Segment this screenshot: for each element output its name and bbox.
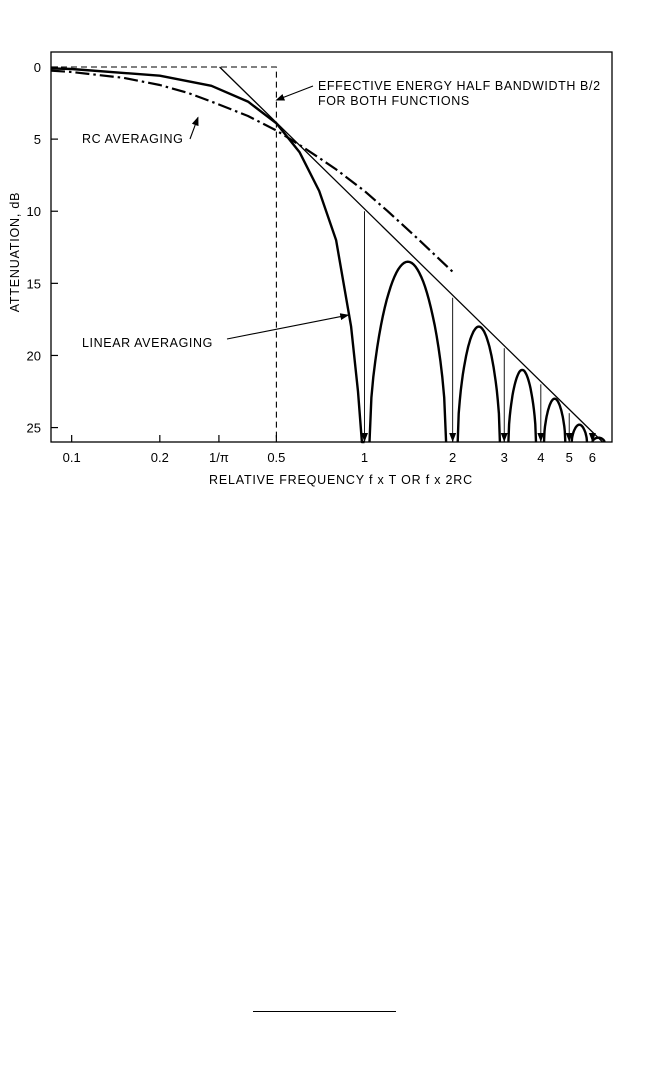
annotation-text: FOR BOTH FUNCTIONS xyxy=(318,94,470,108)
sidelobe-curve xyxy=(456,325,502,443)
annotation-text: LINEAR AVERAGING xyxy=(82,336,213,350)
x-tick-label: 5 xyxy=(566,450,573,465)
footnote-separator xyxy=(253,1011,396,1012)
plot-frame xyxy=(50,51,613,443)
sidelobe-curve xyxy=(507,368,538,443)
x-tick-label: 4 xyxy=(537,450,544,465)
effective-bandwidth-line xyxy=(51,66,277,442)
annotation-leader-arrow xyxy=(189,116,199,140)
x-tick-label: 1/π xyxy=(209,450,229,465)
annotation-leader-arrow xyxy=(226,313,350,340)
y-tick-label: 20 xyxy=(27,348,41,363)
x-tick-label: 0.5 xyxy=(267,450,285,465)
x-tick-label: 6 xyxy=(589,450,596,465)
x-tick-label: 0.1 xyxy=(63,450,81,465)
x-tick-label: 0.2 xyxy=(151,450,169,465)
x-tick-label: 1 xyxy=(361,450,368,465)
sidelobe-curve xyxy=(368,260,448,443)
x-axis: 0.1 0.2 1/π 0.5 1 2 3 4 5 6 xyxy=(63,435,596,465)
asymptote-line xyxy=(219,66,604,443)
annotation-text: RC AVERAGING xyxy=(82,132,183,146)
y-tick-label: 0 xyxy=(34,60,41,75)
annotation-text: EFFECTIVE ENERGY HALF BANDWIDTH B/2 xyxy=(318,79,601,93)
sidelobe-curve xyxy=(570,423,589,443)
y-axis-title: ATTENUATION, dB xyxy=(8,192,22,313)
y-tick-label: 10 xyxy=(27,204,41,219)
sidelobe-layer xyxy=(368,260,606,443)
null-marker-layer xyxy=(361,211,596,442)
sidelobe-curve xyxy=(542,397,567,443)
linear-averaging-curve xyxy=(50,67,365,444)
y-axis: 0 5 10 15 20 25 xyxy=(27,60,58,436)
y-tick-label: 25 xyxy=(27,421,41,436)
y-tick-label: 5 xyxy=(34,132,41,147)
y-tick-label: 15 xyxy=(27,276,41,291)
annotation-leader-arrow xyxy=(275,85,314,101)
series-layer xyxy=(50,66,604,444)
x-axis-title: RELATIVE FREQUENCY f x T OR f x 2RC xyxy=(209,473,473,487)
x-tick-label: 3 xyxy=(501,450,508,465)
x-tick-label: 2 xyxy=(449,450,456,465)
